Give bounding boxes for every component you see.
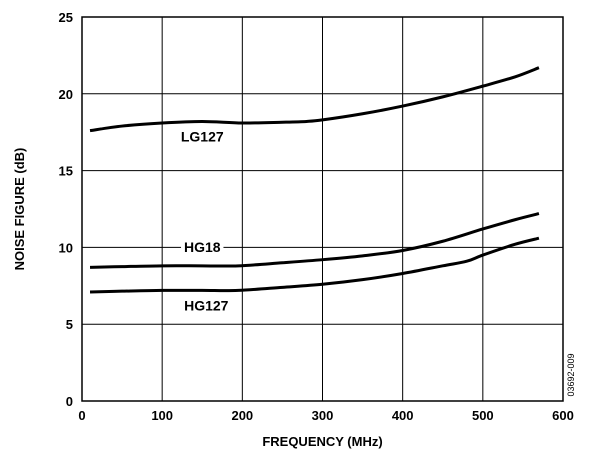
y-tick-label: 25 [59, 10, 73, 25]
y-tick-label: 20 [59, 87, 73, 102]
x-tick-label: 400 [392, 408, 414, 423]
y-axis-label: NOISE FIGURE (dB) [12, 148, 27, 271]
series-line-hg18 [89, 212, 540, 269]
series-label-background [181, 240, 224, 257]
x-tick-label: 100 [151, 408, 173, 423]
x-tick-label: 0 [78, 408, 85, 423]
series-labels: LG127 HG18 HG127 [176, 128, 233, 315]
x-tick-label: 300 [312, 408, 334, 423]
series-label-background [176, 129, 229, 146]
y-tick-label: 15 [59, 164, 73, 179]
series-label-hg127: HG127 [184, 297, 229, 313]
grid [82, 17, 563, 401]
series-line-lg127 [89, 66, 540, 133]
x-tick-label: 600 [552, 408, 574, 423]
series-lines [89, 66, 540, 294]
series-label-hg18: HG18 [184, 239, 221, 255]
y-tick-label: 5 [66, 317, 73, 332]
y-tick-label: 0 [66, 394, 73, 409]
series-label-lg127: LG127 [181, 128, 224, 144]
x-axis-label: FREQUENCY (MHz) [262, 434, 382, 449]
tick-labels: 0 100 200 300 400 500 600 0 5 10 15 20 25 [59, 10, 574, 423]
x-tick-label: 500 [472, 408, 494, 423]
series-label-background [180, 298, 233, 315]
y-tick-label: 10 [59, 240, 73, 255]
figure-id: 03692-009 [566, 353, 576, 396]
series-line-hg127 [89, 236, 540, 294]
plot-frame [81, 16, 564, 402]
x-tick-label: 200 [231, 408, 253, 423]
